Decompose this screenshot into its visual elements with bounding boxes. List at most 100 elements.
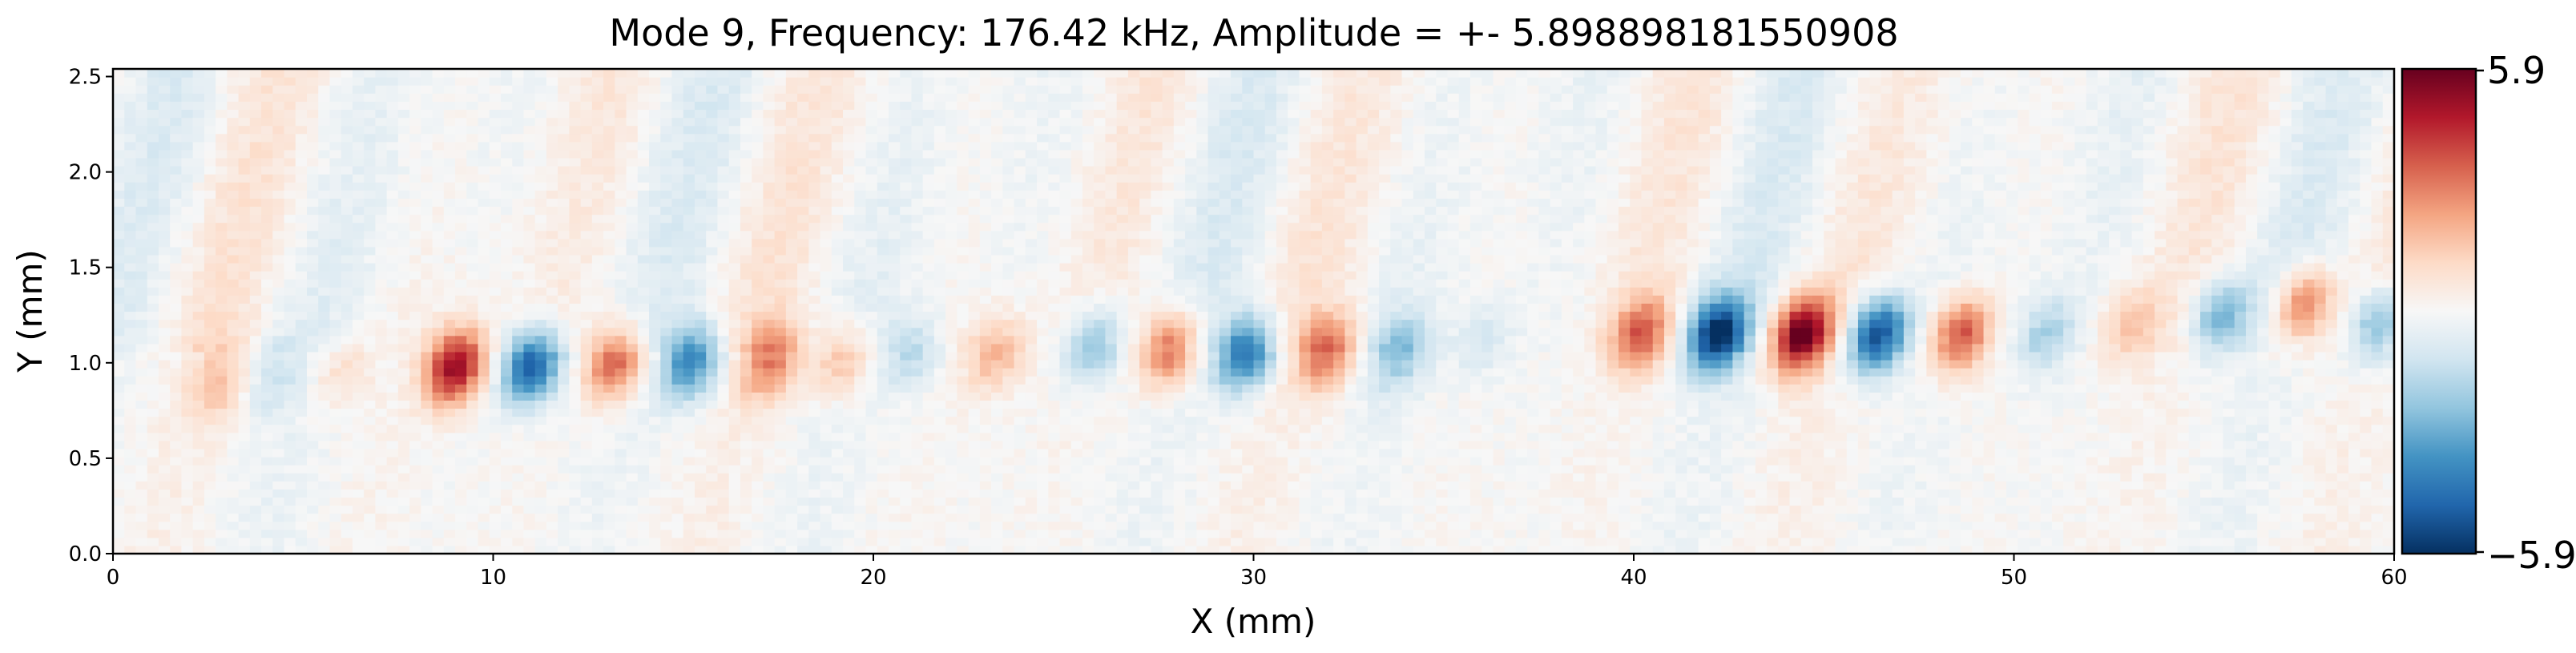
heatmap-cell — [660, 141, 673, 151]
heatmap-cell — [192, 182, 205, 191]
heatmap-cell — [615, 392, 627, 401]
heatmap-cell — [432, 537, 445, 546]
heatmap-cell — [466, 408, 479, 417]
heatmap-cell — [649, 489, 661, 498]
heatmap-cell — [991, 206, 1003, 216]
heatmap-cell — [341, 343, 353, 353]
heatmap-cell — [113, 529, 125, 538]
heatmap-cell — [534, 432, 547, 441]
heatmap-cell — [1037, 271, 1049, 280]
heatmap-cell — [991, 271, 1003, 280]
heatmap-cell — [534, 351, 547, 361]
heatmap-cell — [227, 157, 240, 167]
heatmap-cell — [945, 392, 957, 401]
heatmap-cell — [797, 149, 809, 159]
heatmap-cell — [717, 174, 730, 183]
heatmap-cell — [512, 457, 525, 466]
heatmap-cell — [569, 109, 582, 119]
heatmap-cell — [1037, 529, 1049, 538]
heatmap-cell — [489, 489, 502, 498]
heatmap-cell — [1014, 335, 1026, 345]
heatmap-cell — [797, 351, 809, 361]
heatmap-cell — [170, 465, 183, 474]
heatmap-cell — [397, 505, 410, 514]
heatmap-cell — [808, 230, 821, 240]
heatmap-cell — [1014, 271, 1026, 280]
heatmap-cell — [135, 392, 148, 401]
heatmap-cell — [1002, 254, 1015, 264]
heatmap-cell — [717, 360, 730, 369]
heatmap-cell — [318, 416, 331, 425]
heatmap-cell — [660, 125, 673, 135]
heatmap-cell — [991, 432, 1003, 441]
heatmap-cell — [671, 85, 684, 94]
heatmap-cell — [375, 157, 388, 167]
heatmap-cell — [717, 157, 730, 167]
heatmap-cell — [831, 271, 844, 280]
heatmap-cell — [238, 141, 251, 151]
heatmap-cell — [352, 481, 365, 490]
heatmap-cell — [933, 360, 946, 369]
heatmap-cell — [500, 400, 513, 409]
heatmap-cell — [774, 85, 787, 94]
heatmap-cell — [352, 303, 365, 312]
heatmap-cell — [933, 198, 946, 208]
heatmap-cell — [329, 489, 342, 498]
heatmap-cell — [124, 351, 137, 361]
heatmap-cell — [432, 287, 445, 296]
heatmap-cell — [900, 69, 913, 78]
heatmap-cell — [249, 206, 262, 216]
heatmap-cell — [660, 424, 673, 433]
heatmap-cell — [808, 222, 821, 232]
heatmap-cell — [968, 85, 981, 94]
heatmap-cell — [432, 432, 445, 441]
heatmap-cell — [329, 93, 342, 102]
heatmap-cell — [307, 521, 319, 530]
heatmap-cell — [785, 254, 798, 264]
heatmap-cell — [216, 368, 228, 377]
heatmap-cell — [740, 69, 752, 78]
heatmap-cell — [421, 190, 433, 199]
heatmap-cell — [158, 77, 171, 86]
heatmap-cell — [649, 174, 661, 183]
heatmap-cell — [443, 489, 456, 498]
heatmap-cell — [261, 271, 273, 280]
heatmap-cell — [432, 505, 445, 514]
heatmap-cell — [637, 335, 650, 345]
heatmap-cell — [113, 141, 125, 151]
heatmap-cell — [432, 303, 445, 312]
heatmap-cell — [181, 101, 194, 111]
heatmap-cell — [558, 295, 570, 304]
heatmap-cell — [443, 497, 456, 506]
heatmap-cell — [774, 537, 787, 546]
heatmap-cell — [192, 465, 205, 474]
heatmap-cell — [580, 384, 593, 393]
heatmap-cell — [249, 392, 262, 401]
heatmap-cell — [591, 93, 604, 102]
heatmap-cell — [626, 360, 639, 369]
heatmap-cell — [478, 206, 490, 216]
heatmap-cell — [637, 69, 650, 78]
heatmap-cell — [831, 416, 844, 425]
heatmap-cell — [192, 505, 205, 514]
heatmap-cell — [1037, 149, 1049, 159]
heatmap-cell — [135, 222, 148, 232]
heatmap-cell — [329, 408, 342, 417]
heatmap-cell — [227, 174, 240, 183]
heatmap-cell — [352, 351, 365, 361]
heatmap-cell — [113, 343, 125, 353]
heatmap-cell — [158, 384, 171, 393]
heatmap-cell — [922, 368, 935, 377]
heatmap-cell — [170, 190, 183, 199]
heatmap-cell — [124, 335, 137, 345]
heatmap-cell — [204, 505, 216, 514]
heatmap-cell — [170, 521, 183, 530]
heatmap-cell — [785, 117, 798, 127]
heatmap-cell — [1002, 416, 1015, 425]
heatmap-cell — [443, 448, 456, 458]
heatmap-cell — [284, 545, 296, 554]
heatmap-cell — [364, 376, 376, 385]
heatmap-cell — [397, 473, 410, 482]
heatmap-cell — [797, 384, 809, 393]
heatmap-cell — [124, 117, 137, 127]
